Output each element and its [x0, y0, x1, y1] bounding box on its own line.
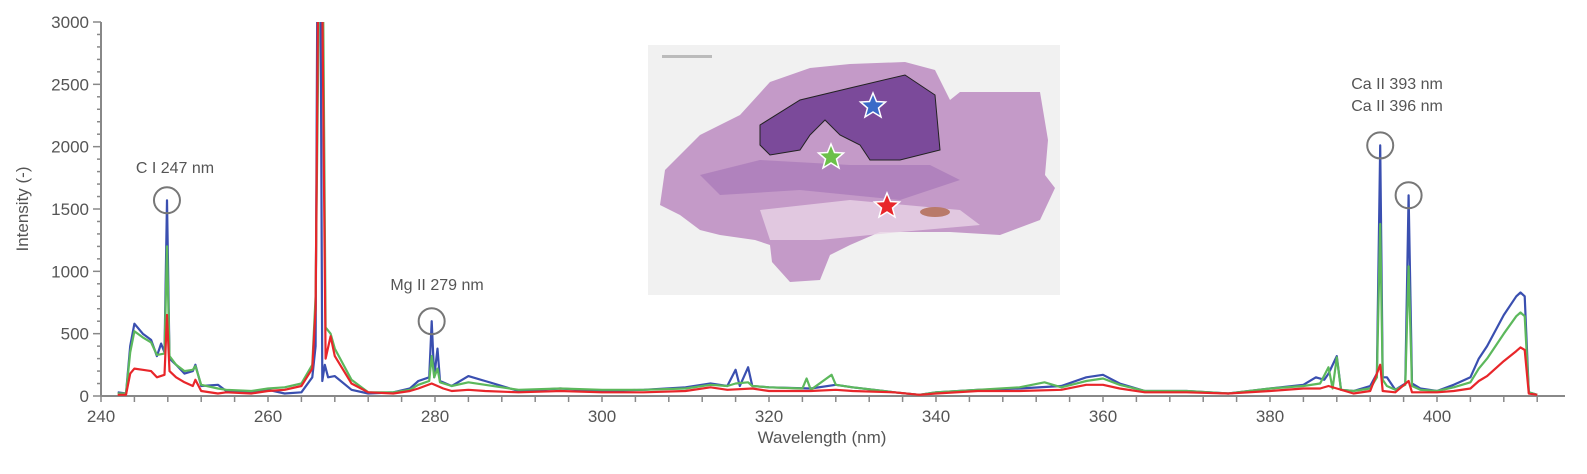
y-tick-label: 2500	[51, 75, 89, 94]
peak-annotation-label: Ca II 396 nm	[1351, 98, 1443, 115]
x-tick-label: 300	[588, 407, 616, 426]
y-tick-label: 1000	[51, 262, 89, 281]
series-line-red	[117, 22, 1538, 396]
x-tick-label: 400	[1423, 407, 1451, 426]
green-star-marker	[816, 142, 846, 170]
peak-annotation-label: Mg II 279 nm	[390, 277, 483, 294]
x-tick-label: 260	[254, 407, 282, 426]
peak-annotation-label: Ca II 393 nm	[1351, 76, 1443, 93]
peak-marker-circle	[417, 307, 446, 336]
blue-star-marker	[858, 91, 888, 119]
x-tick-label: 340	[922, 407, 950, 426]
peak-marker-circle	[1366, 131, 1395, 160]
peak-annotation-label: C I 247 nm	[136, 160, 214, 177]
histology-inset-image	[648, 45, 1060, 295]
y-tick-label: 3000	[51, 13, 89, 32]
y-tick-label: 0	[80, 387, 89, 406]
x-tick-label: 360	[1089, 407, 1117, 426]
red-star-marker	[872, 191, 902, 219]
y-tick-label: 2000	[51, 138, 89, 157]
x-tick-label: 280	[421, 407, 449, 426]
x-tick-label: 380	[1256, 407, 1284, 426]
y-axis-label: Intensity (-)	[13, 166, 32, 251]
series-line-green	[117, 22, 1538, 396]
x-tick-label: 240	[87, 407, 115, 426]
y-tick-label: 1500	[51, 200, 89, 219]
peak-marker-circle	[1394, 181, 1423, 210]
x-axis-label: Wavelength (nm)	[758, 428, 887, 447]
peak-marker-circle	[152, 186, 181, 215]
x-tick-label: 320	[755, 407, 783, 426]
y-tick-label: 500	[61, 325, 89, 344]
